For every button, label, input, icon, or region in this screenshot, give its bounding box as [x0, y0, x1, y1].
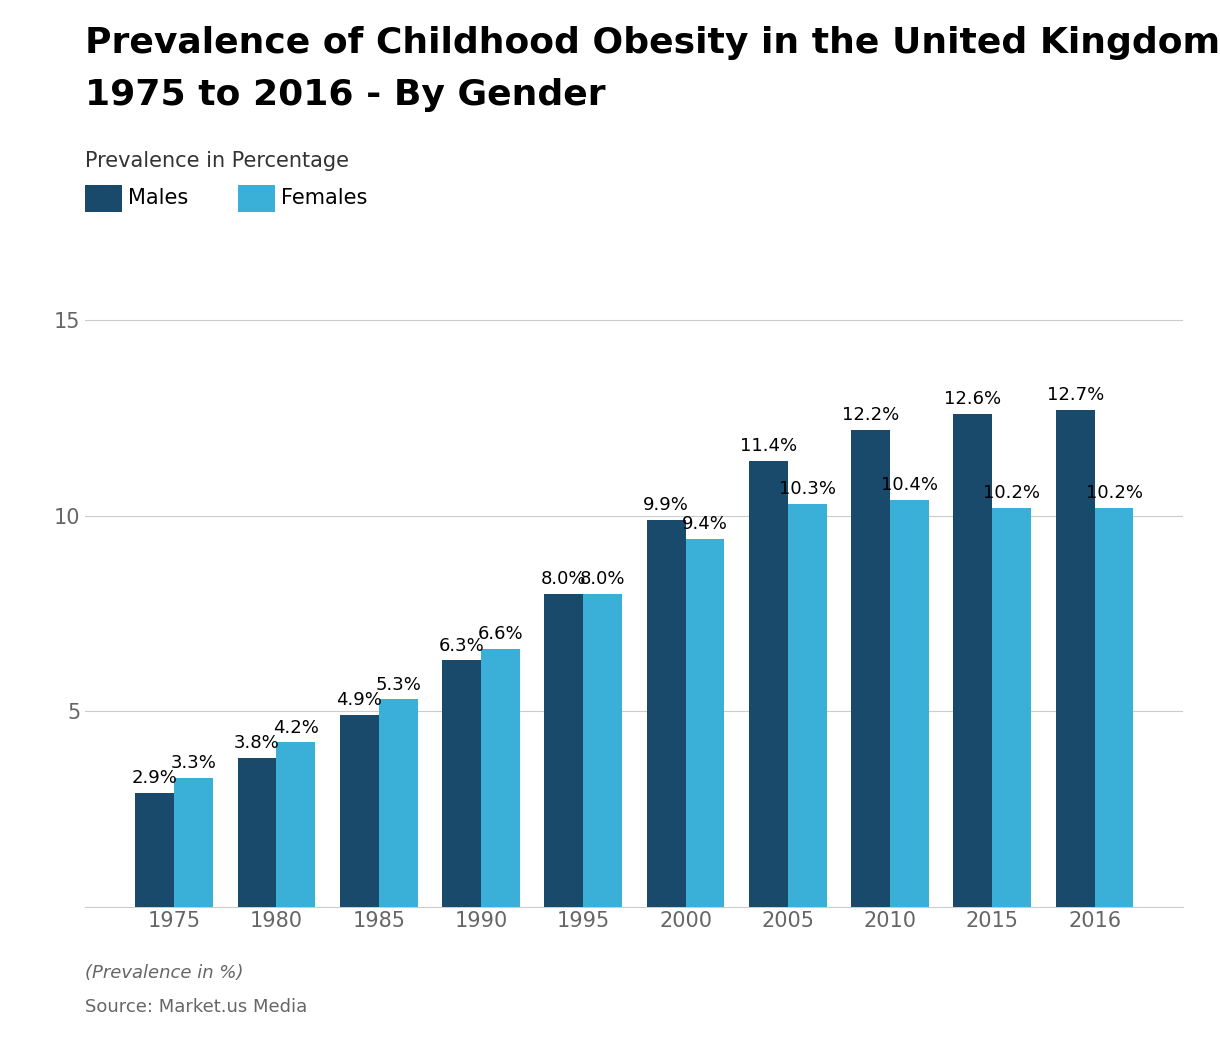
Bar [583, 594, 622, 907]
Bar [788, 504, 827, 907]
Text: Males: Males [128, 188, 188, 208]
Text: 8.0%: 8.0% [542, 570, 587, 588]
Bar [891, 500, 928, 907]
Bar [992, 508, 1031, 907]
Text: Prevalence in Percentage: Prevalence in Percentage [85, 151, 349, 171]
Bar [135, 793, 174, 907]
Text: 9.9%: 9.9% [643, 496, 689, 514]
Bar [544, 594, 583, 907]
Text: 11.4%: 11.4% [739, 438, 797, 455]
Bar [1094, 508, 1133, 907]
Text: 12.2%: 12.2% [842, 406, 899, 424]
Text: Source: Market.us Media: Source: Market.us Media [85, 998, 307, 1016]
Bar [686, 540, 725, 907]
Text: 6.6%: 6.6% [477, 625, 523, 643]
Text: Females: Females [281, 188, 367, 208]
Bar [174, 777, 213, 907]
Bar [238, 759, 277, 907]
Bar [481, 648, 520, 907]
Bar [378, 699, 417, 907]
Text: 3.3%: 3.3% [171, 753, 216, 772]
Text: (Prevalence in %): (Prevalence in %) [85, 964, 244, 982]
Text: Prevalence of Childhood Obesity in the United Kingdom from: Prevalence of Childhood Obesity in the U… [85, 26, 1220, 60]
Bar [749, 461, 788, 907]
Text: 10.2%: 10.2% [983, 485, 1041, 502]
Bar [954, 415, 992, 907]
Text: 9.4%: 9.4% [682, 516, 728, 534]
Text: 8.0%: 8.0% [580, 570, 626, 588]
Text: 1975 to 2016 - By Gender: 1975 to 2016 - By Gender [85, 78, 606, 113]
Text: 5.3%: 5.3% [376, 675, 421, 694]
Text: 6.3%: 6.3% [439, 637, 484, 654]
Text: 4.9%: 4.9% [337, 691, 382, 710]
Text: 12.7%: 12.7% [1047, 387, 1104, 404]
Text: 2.9%: 2.9% [132, 769, 178, 788]
Text: 3.8%: 3.8% [234, 735, 279, 752]
Text: 10.3%: 10.3% [778, 480, 836, 498]
Bar [852, 430, 891, 907]
Text: 12.6%: 12.6% [944, 391, 1002, 408]
Bar [647, 520, 686, 907]
Bar [1055, 411, 1094, 907]
Bar [340, 715, 378, 907]
Text: 4.2%: 4.2% [273, 719, 318, 737]
Text: 10.4%: 10.4% [881, 476, 938, 494]
Text: 10.2%: 10.2% [1086, 485, 1143, 502]
Bar [277, 742, 315, 907]
Bar [442, 661, 481, 907]
